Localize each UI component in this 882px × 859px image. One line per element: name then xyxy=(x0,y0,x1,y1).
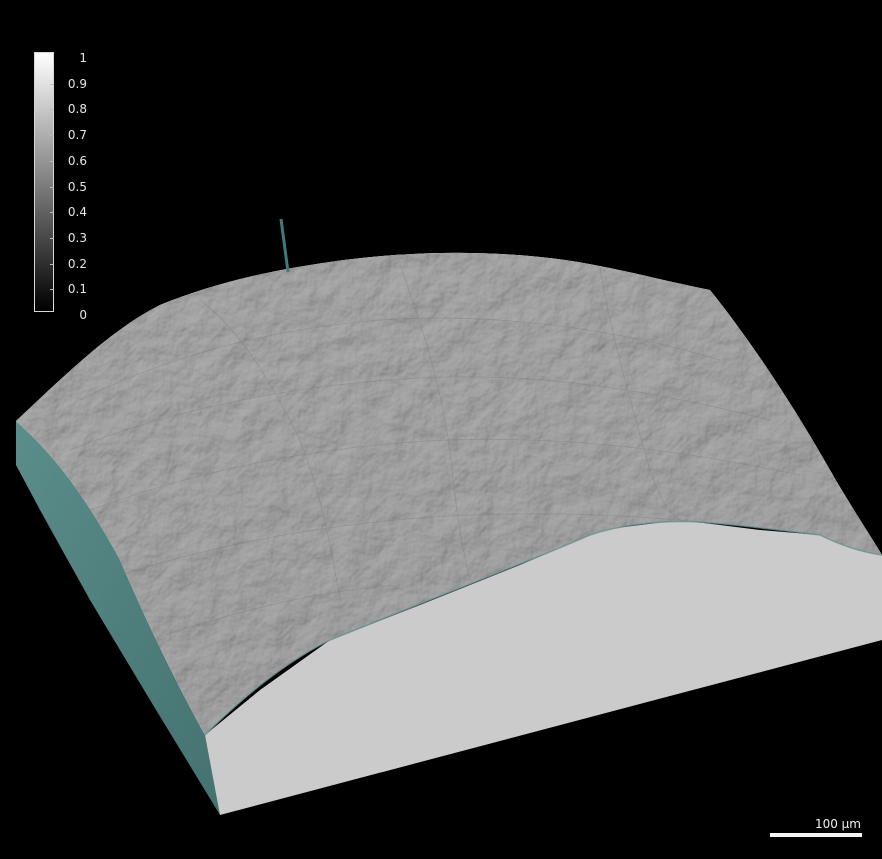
sample-front-face xyxy=(205,520,882,815)
colorbar-tick-label: 1 xyxy=(79,51,87,65)
sample-side-face xyxy=(16,418,220,815)
colorbar-tick-mark xyxy=(50,263,54,265)
colorbar-tick-label: 0.6 xyxy=(67,153,87,168)
colorbar xyxy=(34,52,54,312)
colorbar-tick-mark xyxy=(50,186,54,188)
colorbar-tick-label: 0.1 xyxy=(67,282,87,297)
front-edge xyxy=(204,520,882,736)
colorbar-tick-mark xyxy=(50,135,54,137)
colorbar-tick-label: 0.4 xyxy=(67,205,87,220)
colorbar-tick-label: 0.5 xyxy=(67,179,87,194)
scale-bar-label: 100 µm xyxy=(814,817,861,831)
scale-bar xyxy=(770,833,862,837)
colorbar-tick-mark xyxy=(50,289,54,291)
colorbar-tick-mark xyxy=(50,237,54,239)
colorbar-tick-label: 0.3 xyxy=(67,230,87,245)
surface-ridges xyxy=(69,264,801,641)
surface-texture xyxy=(16,252,882,735)
colorbar-tick-mark xyxy=(50,212,54,214)
colorbar-tick-label: 0.2 xyxy=(67,256,87,271)
colorbar-tick-label: 0.7 xyxy=(67,128,87,143)
colorbar-tick-mark xyxy=(50,160,54,162)
colorbar-tick-label: 0.9 xyxy=(67,76,87,91)
colorbar-tick-label: 0 xyxy=(79,308,87,322)
probe-spike xyxy=(279,218,290,273)
colorbar-tick-mark xyxy=(50,83,54,85)
colorbar-tick-label: 0.8 xyxy=(67,102,87,117)
colorbar-tick-mark xyxy=(50,109,54,111)
